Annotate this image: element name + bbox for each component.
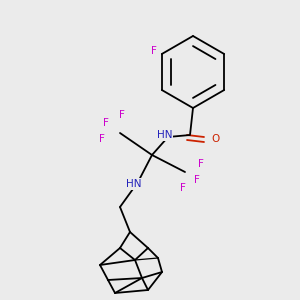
Text: HN: HN (157, 130, 173, 140)
Text: F: F (180, 183, 186, 193)
Text: F: F (119, 110, 125, 120)
Text: F: F (103, 118, 109, 128)
Text: F: F (198, 159, 204, 169)
Text: F: F (99, 134, 105, 144)
Text: O: O (212, 134, 220, 144)
Text: F: F (151, 46, 157, 56)
Text: F: F (194, 175, 200, 185)
Text: HN: HN (126, 179, 142, 189)
